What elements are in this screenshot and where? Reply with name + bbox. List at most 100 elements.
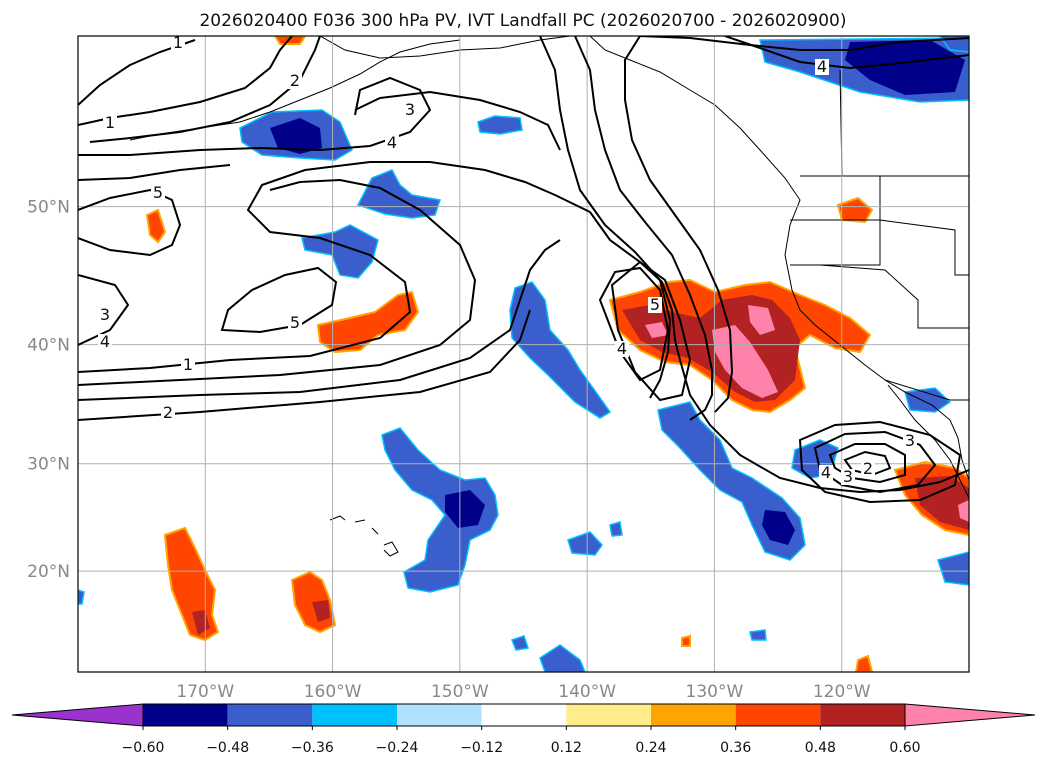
state-border-2 — [879, 176, 969, 276]
lat-label: 40°N — [27, 336, 70, 356]
pos-anomaly-small-4 — [854, 654, 874, 672]
contour-label-bg — [98, 334, 112, 350]
colorbar-frame — [142, 703, 906, 727]
lat-label: 30°N — [27, 455, 70, 475]
contour-label: 1 — [173, 33, 183, 52]
contour-3-long — [78, 178, 477, 386]
lon-label: 130°W — [686, 682, 744, 702]
contour-jet-ridge-north — [639, 36, 969, 51]
contour-label: 4 — [617, 339, 627, 358]
neg-anomaly-small-2 — [609, 521, 623, 537]
contour-label: 3 — [843, 467, 853, 486]
lon-label: 150°W — [431, 682, 489, 702]
neg-anomaly-small-5 — [511, 635, 529, 651]
contour-label: 3 — [905, 431, 915, 450]
colorbar-tick-label: 0.12 — [551, 740, 582, 756]
lon-label: 170°W — [176, 682, 234, 702]
contour-label-bg — [903, 433, 917, 449]
colorbar: −0.60 −0.48 −0.36 −0.24 −0.12 0.12 0.24 0.36 0.4… — [11, 703, 1036, 756]
chart-title: 2026020400 F036 300 hPa PV, IVT Landfall… — [199, 11, 846, 31]
contour-cutoff-low-5 — [598, 266, 670, 382]
contour-label-bg — [861, 461, 875, 477]
contour-label-bg — [615, 341, 629, 357]
contour-5-ridge-loop — [220, 266, 338, 334]
contour-label-bg — [103, 115, 117, 131]
contour-subtropical-low-3 — [828, 443, 906, 484]
map-background — [78, 36, 969, 672]
contour-label-bg — [288, 73, 302, 89]
north-american-coastline — [589, 36, 969, 481]
contour-jet-trough-2 — [539, 36, 672, 399]
colorbar-segment — [566, 704, 651, 726]
colorbar-segment — [481, 704, 567, 726]
colorbar-segment — [227, 704, 313, 726]
pos-anomaly-baja-strong — [915, 476, 969, 530]
hawaii-islands — [329, 515, 399, 557]
colorbar-tick-label: −0.60 — [122, 740, 165, 756]
contour-northwest-5 — [78, 164, 231, 181]
lat-label: 20°N — [27, 562, 70, 582]
map-frame — [77, 35, 970, 673]
pos-anomaly-baja-peak — [958, 500, 969, 522]
neg-anomaly-aleutian-core — [270, 118, 322, 154]
lat-axis-labels: 20°N 30°N 40°N 50°N — [27, 198, 70, 583]
contour-jet-trough-4 — [624, 36, 734, 413]
contour-label-bg — [151, 185, 165, 201]
colorbar-segment — [651, 704, 736, 726]
contour-2-long — [78, 239, 561, 401]
contour-label-bg — [815, 59, 829, 75]
colorbar-tick-label: 0.36 — [720, 740, 751, 756]
contour-1-long — [78, 309, 531, 421]
neg-anomaly-north-pacific-core — [845, 40, 965, 95]
contour-label: 1 — [183, 355, 193, 374]
pos-anomaly-west-2-strong — [312, 600, 330, 622]
contour-label: 1 — [105, 113, 115, 132]
contour-label: 5 — [650, 295, 660, 314]
neg-anomaly-southeast-core — [762, 510, 795, 545]
contour-label-bg — [98, 307, 112, 323]
neg-anomaly-subtropical-2 — [904, 387, 952, 413]
contour-northwest-3 — [89, 36, 321, 143]
pos-anomaly-landfall-peak-3 — [645, 322, 668, 338]
colorbar-segment — [820, 704, 905, 726]
colorbar-segment — [143, 704, 228, 726]
colorbar-tick-label: −0.48 — [206, 740, 249, 756]
lat-label: 50°N — [27, 198, 70, 218]
pos-anomaly-small-3 — [273, 36, 307, 45]
alaska-coast — [319, 36, 571, 59]
neg-anomaly-hawaii-core — [445, 490, 485, 528]
contour-label: 4 — [821, 463, 831, 482]
pos-anomaly-small-5 — [681, 634, 691, 647]
contour-north-central — [354, 90, 561, 151]
lon-label: 160°W — [304, 682, 362, 702]
contour-label: 4 — [100, 332, 110, 351]
colorbar-segment — [397, 704, 482, 726]
contour-label: 5 — [153, 183, 163, 202]
state-border-3 — [819, 264, 969, 329]
neg-anomaly-blob-2 — [356, 169, 441, 219]
gridlines — [78, 36, 969, 672]
contour-label-bg — [648, 297, 662, 313]
colorbar-tick-label: −0.12 — [460, 740, 503, 756]
coastlines — [129, 36, 969, 557]
neg-anomaly-small-4 — [539, 644, 586, 672]
contour-label: 4 — [387, 133, 397, 152]
contour-label-bg — [385, 135, 399, 151]
contour-4-long — [78, 161, 591, 373]
contour-label-bg — [403, 102, 417, 118]
neg-anomaly-small-3 — [937, 551, 969, 586]
contour-label: 2 — [163, 403, 173, 422]
contour-label-bg — [841, 469, 855, 485]
contour-label: 3 — [100, 305, 110, 324]
lon-label: 120°W — [813, 682, 871, 702]
neg-anomaly-small-1 — [567, 531, 603, 556]
state-border-1 — [790, 219, 881, 266]
contour-label: 5 — [290, 313, 300, 332]
contour-jet-trough-3 — [574, 36, 713, 421]
contour-label: 3 — [405, 100, 415, 119]
contour-label-bg — [288, 315, 302, 331]
colorbar-tick-label: 0.24 — [635, 740, 666, 756]
neg-anomaly-small-7 — [78, 589, 85, 605]
